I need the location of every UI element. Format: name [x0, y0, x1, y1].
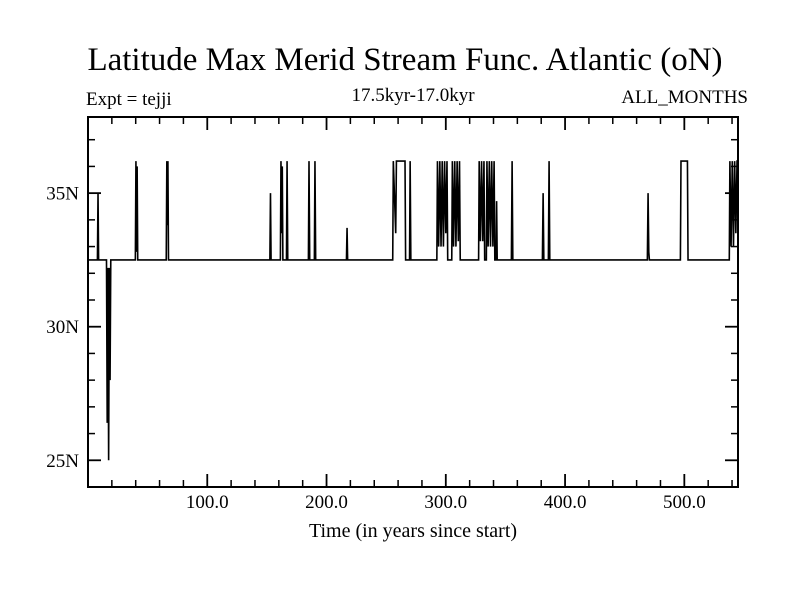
y-tick-label: 30N: [46, 317, 79, 338]
experiment-label: Expt = tejji: [86, 89, 172, 110]
time-range-label: 17.5kyr-17.0kyr: [351, 85, 475, 106]
data-series-line: [88, 160, 738, 461]
months-label: ALL_MONTHS: [621, 87, 748, 108]
y-tick-label: 25N: [46, 451, 79, 472]
x-axis-title: Time (in years since start): [309, 520, 517, 542]
plot-frame: [87, 116, 739, 488]
chart-title: Latitude Max Merid Stream Func. Atlantic…: [87, 42, 723, 78]
x-tick-label: 500.0: [663, 492, 706, 513]
x-tick-label: 300.0: [424, 492, 467, 513]
x-tick-label: 200.0: [305, 492, 348, 513]
x-tick-label: 400.0: [544, 492, 587, 513]
y-tick-label: 35N: [46, 184, 79, 205]
x-tick-label: 100.0: [186, 492, 229, 513]
